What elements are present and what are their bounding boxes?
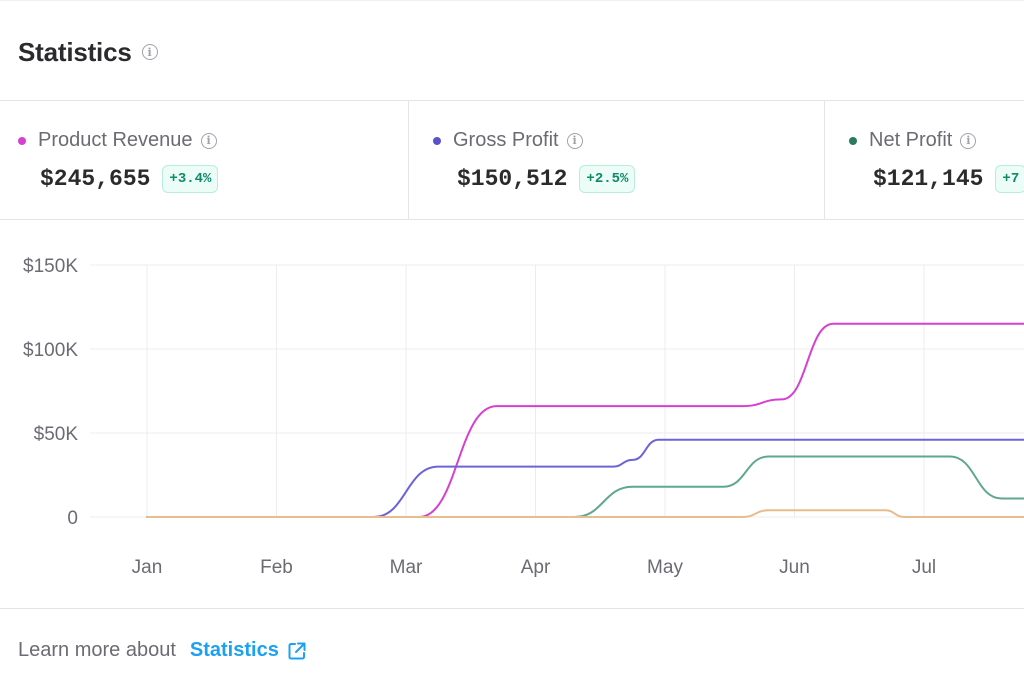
info-circle-icon[interactable]: i bbox=[960, 132, 977, 149]
x-tick-label: May bbox=[647, 557, 683, 578]
x-tick-label: Mar bbox=[390, 557, 423, 578]
metric-label: Net Profit bbox=[869, 129, 953, 151]
metric-value: $150,512 bbox=[457, 166, 568, 192]
y-tick-label: $100K bbox=[23, 340, 78, 361]
metric-label: Product Revenue bbox=[38, 129, 193, 151]
series-line-net-profit bbox=[146, 455, 1024, 518]
card-top-edge bbox=[0, 0, 1024, 1]
x-tick-label: Jan bbox=[132, 557, 163, 578]
metrics-row: Product Revenue i $245,655 +3.4% Gross P… bbox=[0, 100, 1024, 220]
line-chart: 0$50K$100K$150KJanFebMarAprMayJunJulAug bbox=[23, 256, 1024, 578]
footer-text: Learn more about bbox=[18, 639, 176, 661]
external-link-icon bbox=[288, 642, 306, 659]
metric-value: $121,145 bbox=[873, 166, 984, 192]
info-circle-icon[interactable]: i bbox=[566, 132, 583, 149]
x-tick-label: Jul bbox=[912, 557, 936, 578]
info-circle-icon[interactable]: i bbox=[141, 44, 158, 60]
y-tick-label: 0 bbox=[67, 508, 78, 529]
info-circle-icon[interactable]: i bbox=[200, 132, 217, 149]
x-tick-label: Feb bbox=[260, 557, 293, 578]
series-line-gross-profit bbox=[146, 438, 1024, 518]
legend-dot bbox=[849, 136, 857, 145]
metric-net-profit[interactable]: Net Profit i $121,145 +7 bbox=[824, 101, 1024, 220]
page-title: Statistics bbox=[18, 36, 132, 67]
metric-gross-profit[interactable]: Gross Profit i $150,512 +2.5% bbox=[408, 101, 824, 220]
metric-value: $245,655 bbox=[40, 166, 151, 192]
card-footer: Learn more about Statistics bbox=[0, 608, 1024, 683]
card-header: Statistics i bbox=[18, 34, 158, 70]
series-line-product-revenue bbox=[146, 322, 1024, 518]
metric-product-revenue[interactable]: Product Revenue i $245,655 +3.4% bbox=[0, 101, 408, 220]
change-badge: +2.5% bbox=[579, 165, 636, 193]
y-tick-label: $50K bbox=[34, 424, 79, 445]
y-tick-label: $150K bbox=[23, 256, 78, 277]
x-tick-label: Jun bbox=[779, 557, 810, 578]
change-badge: +7 bbox=[995, 165, 1024, 193]
legend-dot bbox=[18, 136, 26, 145]
metric-label: Gross Profit bbox=[453, 129, 559, 151]
legend-dot bbox=[433, 136, 441, 145]
change-badge: +3.4% bbox=[162, 165, 219, 193]
statistics-link[interactable]: Statistics bbox=[190, 639, 307, 662]
statistics-link-label: Statistics bbox=[189, 639, 279, 661]
x-tick-label: Apr bbox=[521, 557, 551, 578]
series-line-unnamed bbox=[146, 509, 1024, 518]
